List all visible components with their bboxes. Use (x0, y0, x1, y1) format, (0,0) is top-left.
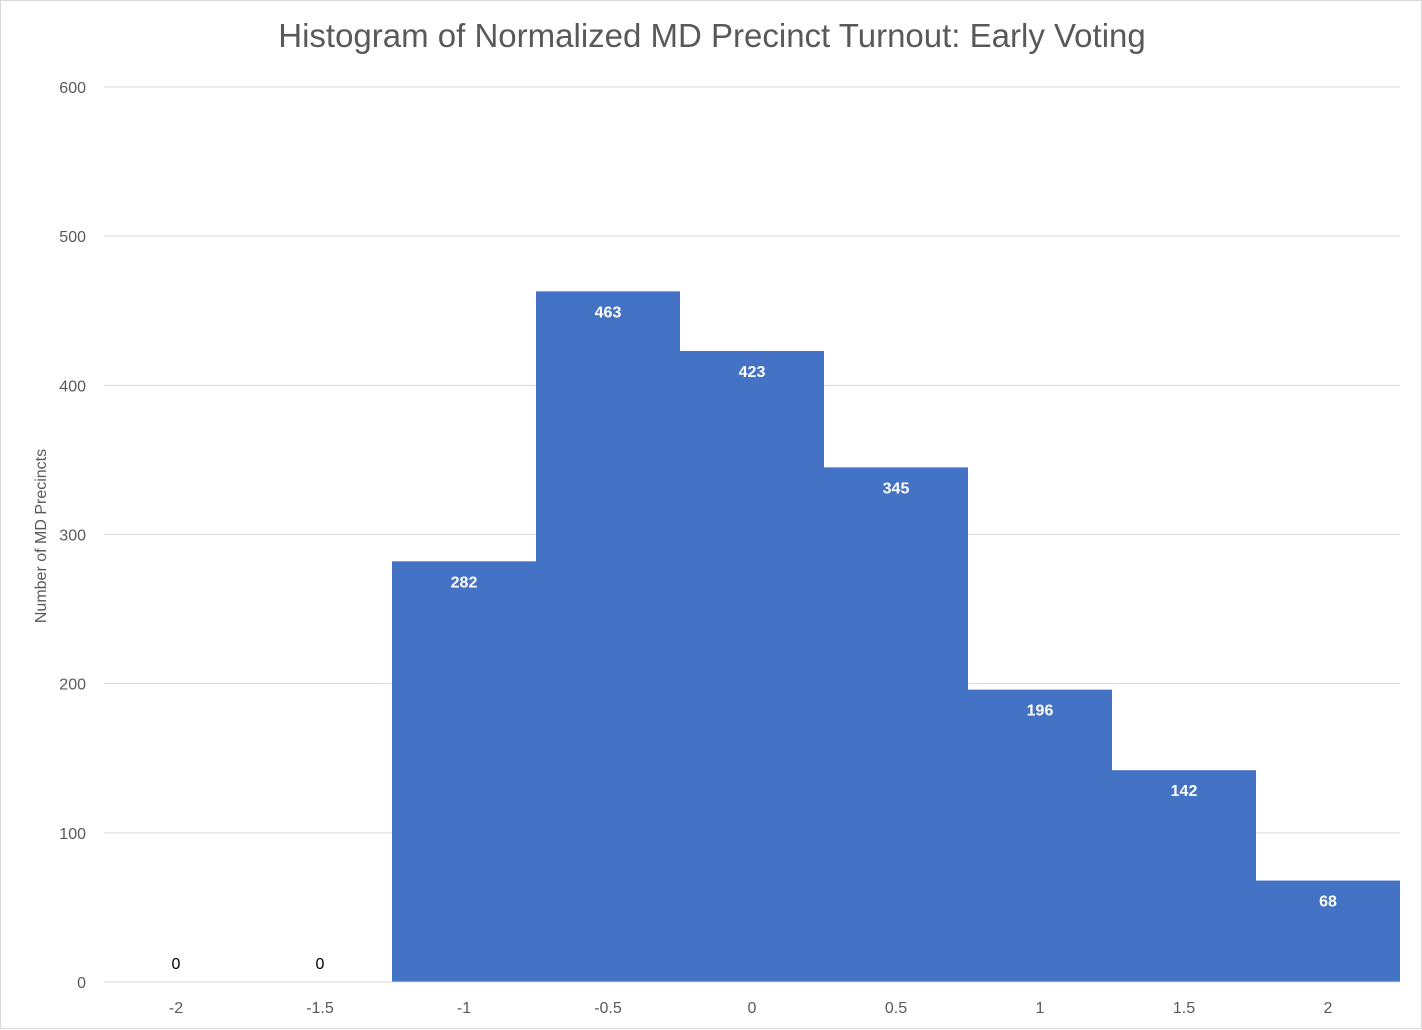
x-tick-label: -0.5 (594, 1000, 622, 1017)
y-tick-label: 500 (59, 229, 86, 246)
histogram-bar (536, 291, 680, 982)
y-tick-label: 300 (59, 528, 86, 545)
data-label: 463 (595, 304, 622, 321)
data-label: 142 (1171, 783, 1198, 800)
histogram-bar (824, 467, 968, 982)
y-tick-label: 200 (59, 677, 86, 694)
x-tick-label: 0.5 (885, 1000, 907, 1017)
data-label: 345 (883, 480, 910, 497)
x-tick-label: -1.5 (306, 1000, 334, 1017)
x-tick-label: 1 (1036, 1000, 1045, 1017)
y-tick-label: 600 (59, 80, 86, 97)
chart-title: Histogram of Normalized MD Precinct Turn… (278, 17, 1146, 54)
histogram-bar (680, 351, 824, 982)
histogram-bar (392, 561, 536, 982)
data-label: 196 (1027, 703, 1054, 720)
data-label: 0 (172, 956, 181, 973)
y-tick-label: 0 (77, 975, 86, 992)
histogram-bar (968, 689, 1112, 982)
x-tick-label: 2 (1324, 1000, 1333, 1017)
x-tick-label: 0 (748, 1000, 757, 1017)
y-axis-title: Number of MD Precincts (33, 448, 50, 624)
y-tick-label: 100 (59, 826, 86, 843)
y-tick-label: 400 (59, 378, 86, 395)
data-label: 423 (739, 364, 766, 381)
x-tick-label: -2 (169, 1000, 183, 1017)
x-tick-label: 1.5 (1173, 1000, 1195, 1017)
histogram-bar (1256, 880, 1400, 982)
histogram-bar (1112, 770, 1256, 982)
data-label: 0 (316, 956, 325, 973)
data-label: 282 (451, 574, 478, 591)
data-label: 68 (1319, 894, 1337, 911)
x-tick-label: -1 (457, 1000, 471, 1017)
